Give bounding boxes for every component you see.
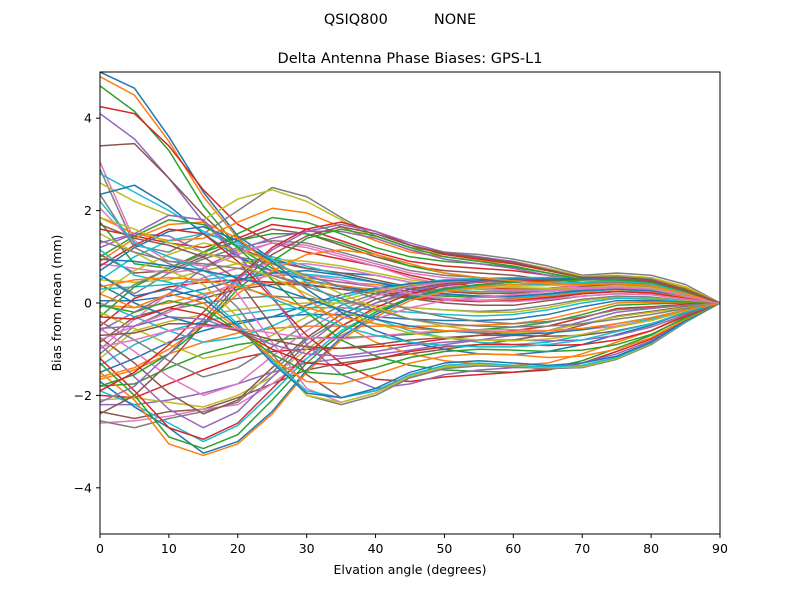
series-line-72	[100, 293, 720, 385]
series-line-69	[100, 233, 720, 404]
x-tick-label: 0	[96, 541, 104, 556]
series-line-58	[100, 253, 720, 325]
y-axis-label: Bias from mean (mm)	[49, 235, 64, 372]
series-line-34	[100, 302, 720, 399]
x-tick-label: 30	[299, 541, 315, 556]
x-axis: 0 10 20 30 40 50 60 70 80 90	[96, 534, 728, 556]
y-tick-label: −2	[74, 388, 92, 403]
x-tick-label: 70	[574, 541, 590, 556]
x-tick-label: 60	[505, 541, 521, 556]
chart-title: Delta Antenna Phase Biases: GPS-L1	[278, 51, 543, 67]
x-tick-label: 50	[436, 541, 452, 556]
series-line-75	[100, 302, 720, 357]
series-line-73	[100, 299, 720, 376]
series-line-79	[100, 216, 720, 342]
series-line-78	[100, 239, 720, 328]
series-line-68	[100, 194, 720, 406]
series-line-74	[100, 302, 720, 367]
x-axis-label: Elvation angle (degrees)	[333, 562, 486, 577]
y-tick-label: −4	[74, 480, 92, 495]
series-line-43	[100, 277, 720, 450]
x-tick-label: 10	[161, 541, 177, 556]
series-line-30	[100, 297, 720, 367]
series-line-35	[100, 302, 720, 406]
series-line-63	[100, 219, 720, 374]
y-tick-label: 4	[84, 111, 92, 126]
series-line-82	[100, 276, 720, 333]
x-tick-label: 40	[368, 541, 384, 556]
x-tick-label: 80	[643, 541, 659, 556]
y-tick-label: 0	[84, 296, 92, 311]
series-line-37	[100, 286, 720, 424]
series-line-62	[100, 221, 720, 367]
x-tick-label: 90	[712, 541, 728, 556]
series-line-70	[100, 249, 720, 399]
y-axis: −4 −2 0 2 4	[74, 111, 100, 495]
series-line-33	[100, 302, 720, 387]
series-line-64	[100, 228, 720, 383]
x-tick-label: 20	[230, 541, 246, 556]
figure-suptitle: QSIQ800 NONE	[324, 12, 476, 28]
series-line-27	[100, 262, 720, 350]
y-tick-label: 2	[84, 203, 92, 218]
series-line-57	[100, 274, 720, 341]
series-layer	[100, 72, 720, 457]
series-line-65	[100, 214, 720, 390]
series-line-76	[100, 302, 720, 350]
series-line-71	[100, 274, 720, 399]
